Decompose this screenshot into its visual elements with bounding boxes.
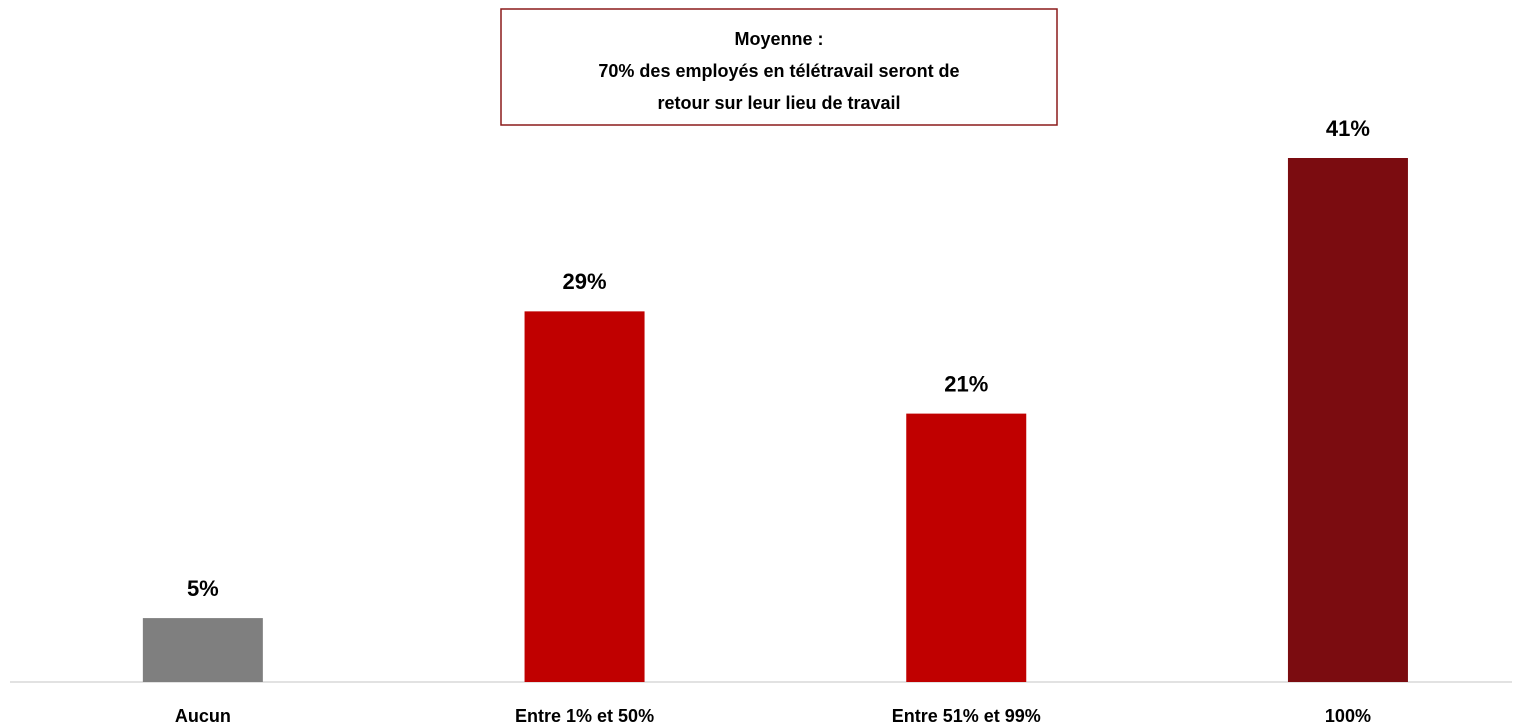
annotation-line: Moyenne :	[734, 29, 823, 49]
bar	[142, 618, 263, 682]
annotation-line: retour sur leur lieu de travail	[657, 93, 900, 113]
x-tick-label: Aucun	[175, 706, 231, 726]
bar	[906, 413, 1027, 682]
bar	[524, 311, 645, 682]
bar	[1287, 158, 1408, 682]
x-tick-label: Entre 1% et 50%	[515, 706, 654, 726]
value-label: 5%	[187, 576, 219, 601]
annotation-line: 70% des employés en télétravail seront d…	[598, 61, 959, 81]
value-label: 21%	[944, 371, 988, 396]
x-tick-label: 100%	[1325, 706, 1371, 726]
x-tick-label: Entre 51% et 99%	[892, 706, 1041, 726]
value-label: 41%	[1326, 116, 1370, 141]
value-label: 29%	[563, 269, 607, 294]
annotation-box	[500, 8, 1058, 126]
